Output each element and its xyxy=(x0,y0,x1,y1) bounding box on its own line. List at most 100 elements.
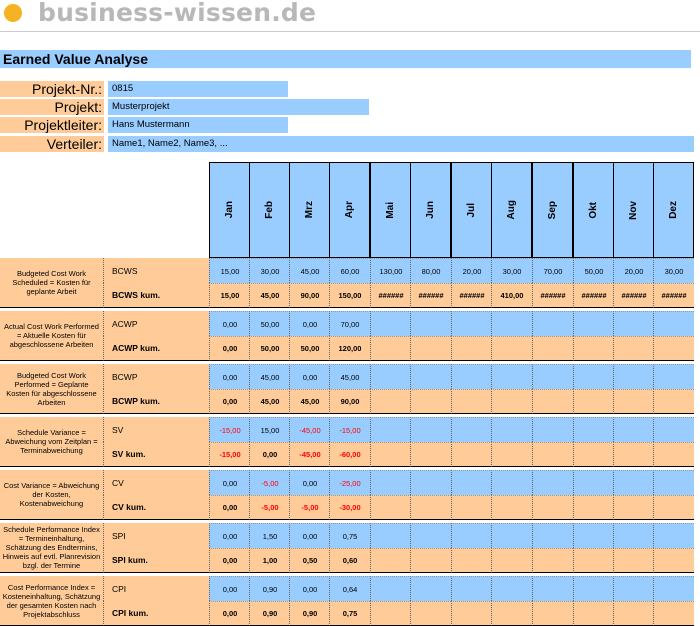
value-cell[interactable] xyxy=(491,364,532,389)
value-cell[interactable] xyxy=(573,495,614,520)
value-cell[interactable]: -25,00 xyxy=(329,470,370,495)
value-cell[interactable] xyxy=(653,389,694,414)
value-cell[interactable] xyxy=(613,364,654,389)
value-cell[interactable]: 90,00 xyxy=(289,283,330,308)
value-cell[interactable] xyxy=(573,601,614,626)
value-cell[interactable]: 0,90 xyxy=(289,601,330,626)
value-cell[interactable]: 0,90 xyxy=(249,601,290,626)
value-cell[interactable]: 20,00 xyxy=(613,258,654,283)
value-cell[interactable]: 0,00 xyxy=(289,311,330,336)
value-cell[interactable]: 0,50 xyxy=(289,548,330,573)
value-cell[interactable] xyxy=(573,548,614,573)
project-lead-value[interactable]: Hans Mustermann xyxy=(108,117,288,133)
value-cell[interactable] xyxy=(451,417,492,442)
value-cell[interactable] xyxy=(451,576,492,601)
value-cell[interactable] xyxy=(410,311,451,336)
value-cell[interactable]: ###### xyxy=(653,283,694,308)
value-cell[interactable] xyxy=(532,417,573,442)
value-cell[interactable]: 0,00 xyxy=(209,470,250,495)
value-cell[interactable] xyxy=(491,548,532,573)
value-cell[interactable] xyxy=(370,576,411,601)
value-cell[interactable] xyxy=(451,311,492,336)
value-cell[interactable] xyxy=(532,311,573,336)
value-cell[interactable] xyxy=(410,470,451,495)
value-cell[interactable]: 130,00 xyxy=(370,258,411,283)
value-cell[interactable] xyxy=(451,389,492,414)
value-cell[interactable] xyxy=(491,417,532,442)
value-cell[interactable]: -5,00 xyxy=(249,470,290,495)
value-cell[interactable] xyxy=(613,336,654,361)
value-cell[interactable]: 50,00 xyxy=(573,258,614,283)
value-cell[interactable]: 0,00 xyxy=(289,576,330,601)
value-cell[interactable]: 0,00 xyxy=(209,311,250,336)
value-cell[interactable]: ###### xyxy=(370,283,411,308)
value-cell[interactable]: 0,00 xyxy=(289,523,330,548)
value-cell[interactable] xyxy=(491,336,532,361)
value-cell[interactable] xyxy=(653,523,694,548)
value-cell[interactable]: -60,00 xyxy=(329,442,370,467)
value-cell[interactable]: -45,00 xyxy=(289,417,330,442)
value-cell[interactable]: ###### xyxy=(613,283,654,308)
value-cell[interactable]: 1,00 xyxy=(249,548,290,573)
value-cell[interactable] xyxy=(573,389,614,414)
value-cell[interactable] xyxy=(491,523,532,548)
value-cell[interactable]: 50,00 xyxy=(249,311,290,336)
value-cell[interactable] xyxy=(573,311,614,336)
value-cell[interactable] xyxy=(613,576,654,601)
value-cell[interactable]: 0,00 xyxy=(209,548,250,573)
value-cell[interactable] xyxy=(370,336,411,361)
value-cell[interactable] xyxy=(532,336,573,361)
value-cell[interactable] xyxy=(370,311,411,336)
value-cell[interactable] xyxy=(573,364,614,389)
value-cell[interactable]: 1,50 xyxy=(249,523,290,548)
value-cell[interactable] xyxy=(451,442,492,467)
value-cell[interactable] xyxy=(370,364,411,389)
value-cell[interactable] xyxy=(451,364,492,389)
value-cell[interactable]: 15,00 xyxy=(209,258,250,283)
value-cell[interactable] xyxy=(613,495,654,520)
value-cell[interactable] xyxy=(653,576,694,601)
value-cell[interactable] xyxy=(410,523,451,548)
value-cell[interactable] xyxy=(653,417,694,442)
value-cell[interactable]: 80,00 xyxy=(410,258,451,283)
value-cell[interactable]: 150,00 xyxy=(329,283,370,308)
value-cell[interactable]: 0,00 xyxy=(209,576,250,601)
value-cell[interactable] xyxy=(532,470,573,495)
value-cell[interactable]: 0,00 xyxy=(209,523,250,548)
value-cell[interactable]: 0,75 xyxy=(329,523,370,548)
value-cell[interactable] xyxy=(573,417,614,442)
value-cell[interactable] xyxy=(653,548,694,573)
value-cell[interactable] xyxy=(573,336,614,361)
value-cell[interactable]: -5,00 xyxy=(289,495,330,520)
value-cell[interactable]: 45,00 xyxy=(249,364,290,389)
value-cell[interactable]: ###### xyxy=(410,283,451,308)
value-cell[interactable] xyxy=(410,548,451,573)
value-cell[interactable] xyxy=(653,311,694,336)
value-cell[interactable] xyxy=(613,523,654,548)
value-cell[interactable] xyxy=(451,523,492,548)
value-cell[interactable]: 120,00 xyxy=(329,336,370,361)
project-value[interactable]: Musterprojekt xyxy=(108,99,369,115)
value-cell[interactable] xyxy=(573,442,614,467)
value-cell[interactable] xyxy=(370,523,411,548)
value-cell[interactable]: 45,00 xyxy=(249,283,290,308)
value-cell[interactable] xyxy=(653,495,694,520)
value-cell[interactable]: 0,00 xyxy=(209,389,250,414)
value-cell[interactable]: -15,00 xyxy=(329,417,370,442)
value-cell[interactable]: 60,00 xyxy=(329,258,370,283)
value-cell[interactable] xyxy=(410,364,451,389)
value-cell[interactable]: 0,00 xyxy=(209,495,250,520)
value-cell[interactable] xyxy=(451,470,492,495)
value-cell[interactable] xyxy=(532,495,573,520)
value-cell[interactable] xyxy=(653,364,694,389)
value-cell[interactable] xyxy=(532,442,573,467)
value-cell[interactable] xyxy=(613,470,654,495)
value-cell[interactable]: 45,00 xyxy=(289,258,330,283)
value-cell[interactable] xyxy=(613,311,654,336)
value-cell[interactable] xyxy=(451,548,492,573)
value-cell[interactable]: -5,00 xyxy=(249,495,290,520)
value-cell[interactable] xyxy=(613,389,654,414)
value-cell[interactable] xyxy=(491,470,532,495)
value-cell[interactable]: -45,00 xyxy=(289,442,330,467)
value-cell[interactable]: 20,00 xyxy=(451,258,492,283)
